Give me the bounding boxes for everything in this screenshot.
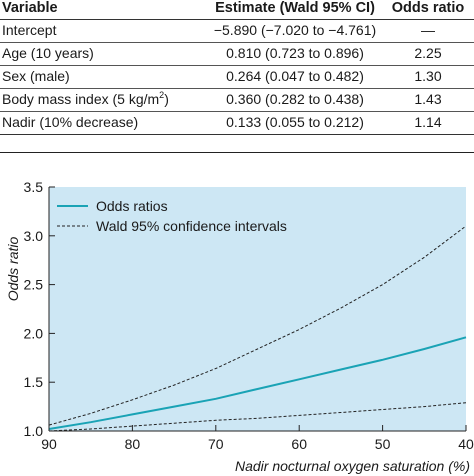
header-odds-ratio: Odds ratio <box>391 0 465 16</box>
cell-variable-superscript: 2 <box>159 90 165 100</box>
x-axis-title: Nadir nocturnal oxygen saturation (%) <box>235 458 470 474</box>
row-rule <box>0 42 474 43</box>
table-row: Sex (male) 0.264 (0.047 to 0.482) 1.30 <box>0 65 474 88</box>
cell-variable: Age (10 years) <box>2 45 94 61</box>
y-tick-label: 3.5 <box>24 179 44 195</box>
cell-estimate: 0.810 (0.723 to 0.896) <box>226 45 364 61</box>
y-tick-label: 2.5 <box>24 277 44 293</box>
table-row: Body mass index (5 kg/m2) 0.360 (0.282 t… <box>0 88 474 111</box>
table-header-row: Variable Estimate (Wald 95% CI) Odds rat… <box>0 0 474 20</box>
cell-variable: Sex (male) <box>2 68 70 84</box>
cell-variable-text: Body mass index (5 kg/m <box>2 91 160 107</box>
cell-variable: Nadir (10% decrease) <box>2 114 139 130</box>
x-tick-label: 90 <box>41 436 57 452</box>
legend-label-confidence-intervals: Wald 95% confidence intervals <box>96 218 287 234</box>
x-tick-label: 50 <box>375 436 391 452</box>
table-row: Nadir (10% decrease) 0.133 (0.055 to 0.2… <box>0 111 474 134</box>
header-rule <box>0 19 474 20</box>
x-tick-label: 70 <box>208 436 224 452</box>
cell-estimate: 0.133 (0.055 to 0.212) <box>226 114 364 130</box>
table-row: Age (10 years) 0.810 (0.723 to 0.896) 2.… <box>0 42 474 65</box>
series-lines <box>48 225 467 432</box>
cell-estimate: 0.264 (0.047 to 0.482) <box>226 68 364 84</box>
ci-upper-line <box>48 225 467 426</box>
x-tick-label: 60 <box>291 436 307 452</box>
cell-variable: Body mass index (5 kg/m2) <box>2 88 169 111</box>
y-tick-label: 1.0 <box>24 423 44 439</box>
cell-estimate: −5.890 (−7.020 to −4.761) <box>213 22 377 38</box>
cell-variable: Intercept <box>2 22 57 38</box>
cell-variable-tail: ) <box>164 91 169 107</box>
cell-odds-ratio: 1.14 <box>414 114 442 130</box>
plot-background <box>49 187 466 431</box>
x-tick-label: 80 <box>125 436 141 452</box>
axis-ticks: 1.0 1.5 2.0 2.5 3.0 3.5 90 80 70 60 50 40 <box>24 179 474 452</box>
header-estimate: Estimate (Wald 95% CI) <box>215 0 375 16</box>
header-variable: Variable <box>2 0 58 16</box>
odds-ratio-chart: 1.0 1.5 2.0 2.5 3.0 3.5 90 80 70 60 50 40 Odds rati… <box>5 179 474 474</box>
cell-odds-ratio: 1.43 <box>414 91 442 107</box>
cell-odds-ratio: 2.25 <box>414 45 442 61</box>
cell-odds-ratio: — <box>421 22 435 38</box>
table-bottom-rule <box>0 134 474 135</box>
row-rule <box>0 111 474 112</box>
cell-odds-ratio: 1.30 <box>414 68 442 84</box>
row-rule <box>0 65 474 66</box>
section-divider <box>0 152 474 153</box>
y-tick-label: 1.5 <box>24 374 44 390</box>
legend: Odds ratios Wald 95% confidence interval… <box>57 198 287 234</box>
y-axis-title: Odds ratio <box>5 236 21 301</box>
cell-estimate: 0.360 (0.282 to 0.438) <box>226 91 364 107</box>
y-tick-label: 2.0 <box>24 325 44 341</box>
y-tick-label: 3.0 <box>24 228 44 244</box>
table-row: Intercept −5.890 (−7.020 to −4.761) — <box>0 19 474 42</box>
legend-label-odds-ratios: Odds ratios <box>96 198 168 214</box>
x-tick-label: 40 <box>458 436 474 452</box>
odds-ratio-line <box>48 336 467 430</box>
row-rule <box>0 88 474 89</box>
